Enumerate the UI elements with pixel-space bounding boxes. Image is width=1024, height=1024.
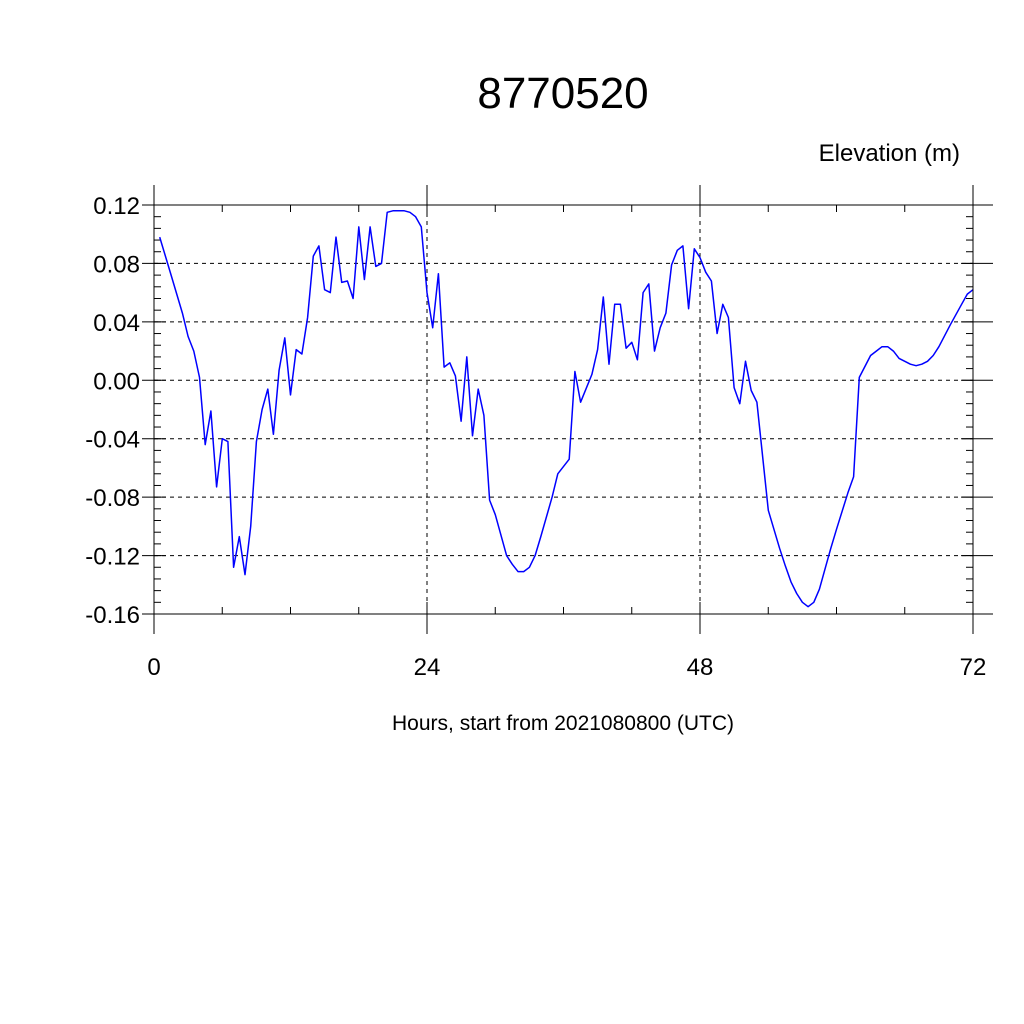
axis-ticks (142, 185, 993, 634)
x-tick-label: 48 (687, 654, 714, 681)
y-tick-label: -0.08 (85, 485, 140, 512)
y-tick-label: -0.12 (85, 544, 140, 571)
elevation-series-line (158, 210, 974, 608)
y-tick-label: -0.04 (85, 427, 140, 454)
x-tick-labels: 0 24 48 72 (147, 654, 986, 681)
x-axis-label: Hours, start from 2021080800 (UTC) (392, 712, 734, 735)
data-series (158, 210, 974, 608)
y-tick-label: 0.12 (93, 193, 140, 220)
y-axis-label: Elevation (m) (819, 140, 960, 167)
y-tick-label: 0.08 (93, 251, 140, 278)
x-tick-label: 72 (960, 654, 987, 681)
plot-frame (153, 204, 974, 615)
y-tick-labels: 0.12 0.08 0.04 0.00 -0.04 -0.08 -0.12 -0.16 (85, 193, 140, 629)
y-tick-label: 0.04 (93, 310, 140, 337)
x-tick-label: 24 (414, 654, 441, 681)
x-tick-label: 0 (147, 654, 160, 681)
chart-title: 8770520 (477, 69, 648, 118)
y-tick-label: 0.00 (93, 368, 140, 395)
y-tick-label: -0.16 (85, 602, 140, 629)
